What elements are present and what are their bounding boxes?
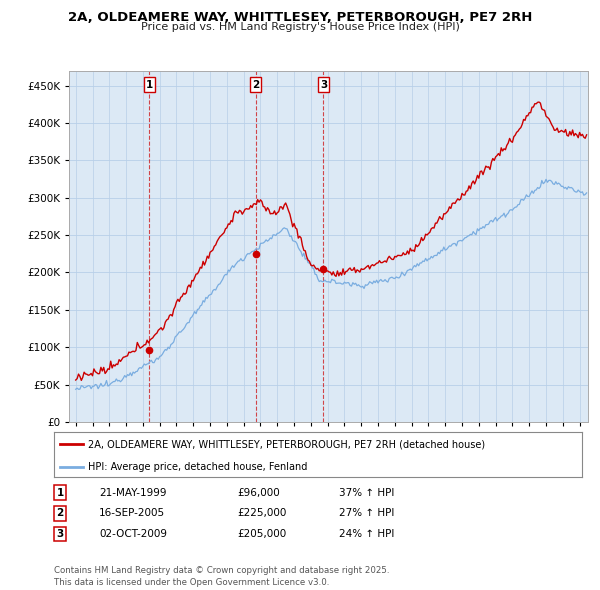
Text: £205,000: £205,000: [237, 529, 286, 539]
Text: Contains HM Land Registry data © Crown copyright and database right 2025.
This d: Contains HM Land Registry data © Crown c…: [54, 566, 389, 587]
Text: HPI: Average price, detached house, Fenland: HPI: Average price, detached house, Fenl…: [88, 462, 308, 472]
Text: 2A, OLDEAMERE WAY, WHITTLESEY, PETERBOROUGH, PE7 2RH (detached house): 2A, OLDEAMERE WAY, WHITTLESEY, PETERBORO…: [88, 440, 485, 450]
Text: 2A, OLDEAMERE WAY, WHITTLESEY, PETERBOROUGH, PE7 2RH: 2A, OLDEAMERE WAY, WHITTLESEY, PETERBORO…: [68, 11, 532, 24]
Text: 1: 1: [146, 80, 153, 90]
Text: 02-OCT-2009: 02-OCT-2009: [99, 529, 167, 539]
Text: 1: 1: [56, 488, 64, 497]
Text: Price paid vs. HM Land Registry's House Price Index (HPI): Price paid vs. HM Land Registry's House …: [140, 22, 460, 32]
Text: 24% ↑ HPI: 24% ↑ HPI: [339, 529, 394, 539]
Text: 2: 2: [56, 509, 64, 518]
Text: 2: 2: [252, 80, 259, 90]
Text: 3: 3: [56, 529, 64, 539]
Text: £225,000: £225,000: [237, 509, 286, 518]
Text: 37% ↑ HPI: 37% ↑ HPI: [339, 488, 394, 497]
Text: 21-MAY-1999: 21-MAY-1999: [99, 488, 167, 497]
Text: 3: 3: [320, 80, 327, 90]
Text: 27% ↑ HPI: 27% ↑ HPI: [339, 509, 394, 518]
Text: £96,000: £96,000: [237, 488, 280, 497]
Text: 16-SEP-2005: 16-SEP-2005: [99, 509, 165, 518]
